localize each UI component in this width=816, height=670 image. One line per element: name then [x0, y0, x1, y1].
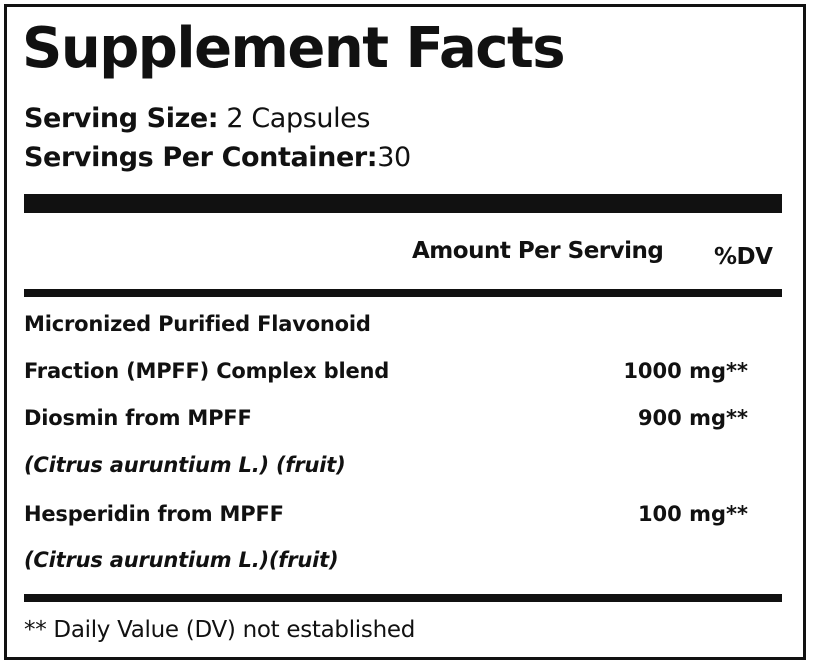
panel-title: Supplement Facts — [22, 16, 566, 81]
ingredient-source: (Citrus auruntium L.)(fruit) — [24, 548, 339, 572]
footer-divider — [24, 594, 782, 602]
ingredient-name: Diosmin from MPFF — [24, 406, 252, 430]
serving-size-value: 2 Capsules — [226, 103, 371, 134]
ingredient-source: (Citrus auruntium L.) (fruit) — [24, 453, 346, 477]
ingredient-dv: ** — [726, 502, 748, 526]
ingredient-amount: 900 mg — [637, 406, 726, 430]
ingredient-dv: ** — [726, 406, 748, 430]
serving-size: Serving Size: 2 Capsules — [24, 102, 370, 136]
servings-per-container-label: Servings Per Container: — [24, 142, 378, 173]
amount-per-serving-header: Amount Per Serving — [412, 238, 664, 264]
label-frame — [4, 4, 806, 660]
serving-size-label: Serving Size: — [24, 103, 219, 134]
ingredient-name: Fraction (MPFF) Complex blend — [24, 359, 390, 383]
servings-per-container: Servings Per Container:30 — [24, 141, 411, 175]
daily-value-header: %DV — [714, 244, 773, 270]
footnote: ** Daily Value (DV) not established — [24, 617, 416, 643]
servings-per-container-value: 30 — [377, 142, 411, 173]
ingredient-amount: 100 mg — [637, 502, 726, 526]
ingredient-name: Hesperidin from MPFF — [24, 502, 284, 526]
header-divider — [24, 289, 782, 297]
ingredient-name: Micronized Purified Flavonoid — [24, 312, 371, 336]
thick-divider — [24, 194, 782, 213]
ingredient-amount: 1000 mg — [623, 359, 726, 383]
ingredient-dv: ** — [726, 359, 748, 383]
